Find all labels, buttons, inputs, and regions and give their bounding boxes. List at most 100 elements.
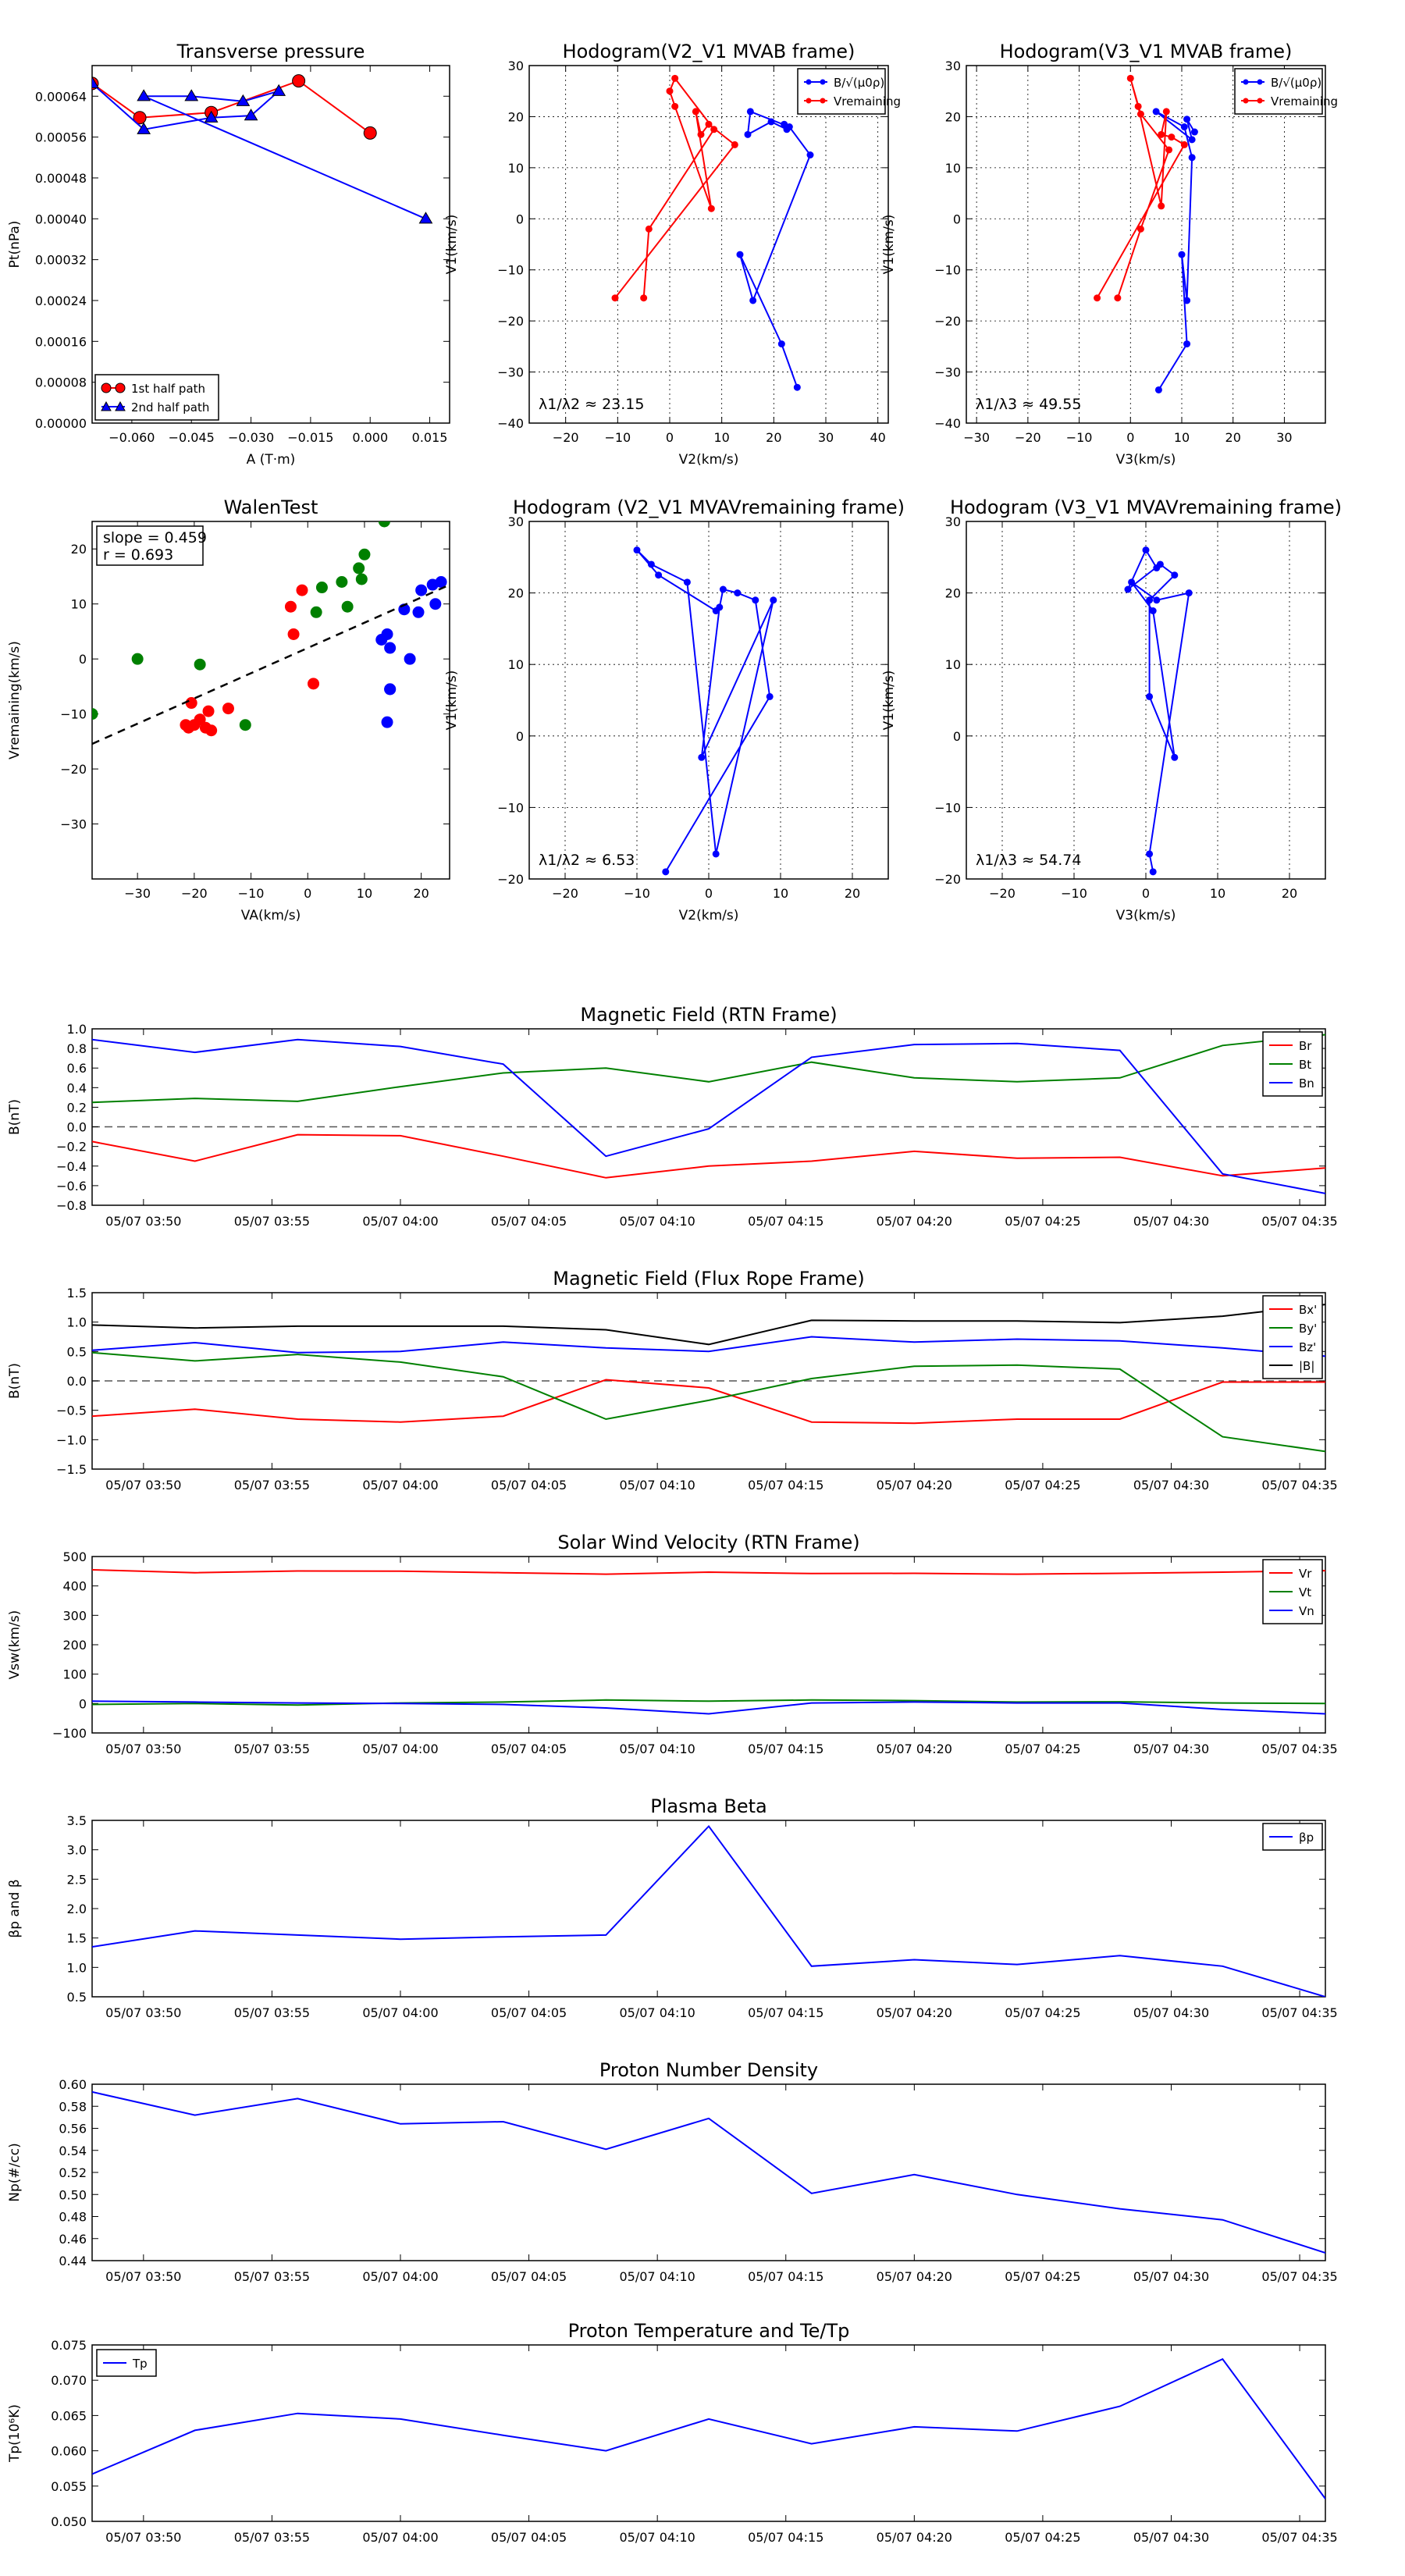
eigenvalue-ratio-text: λ1/λ3 ≈ 54.74 xyxy=(976,852,1081,869)
y-tick-label: 0.0 xyxy=(67,1374,87,1389)
x-tick-label: 05/07 03:50 xyxy=(105,2269,181,2284)
data-point xyxy=(736,251,744,258)
x-tick-label: 05/07 03:50 xyxy=(105,2005,181,2020)
y-axis-label: Vsw(km/s) xyxy=(7,1610,23,1680)
x-tick-label: 05/07 04:15 xyxy=(748,2269,823,2284)
plot-frame xyxy=(91,65,450,424)
legend-label: Vn xyxy=(1299,1604,1314,1618)
y-tick-label: 0 xyxy=(79,652,87,667)
y-tick-label: −0.5 xyxy=(56,1404,87,1418)
chart-title: Transverse pressure xyxy=(176,41,365,62)
x-tick-label: −20 xyxy=(553,430,579,445)
y-axis-label: Np(#/cc) xyxy=(7,2143,23,2201)
x-tick-label: 30 xyxy=(1276,430,1292,445)
data-point xyxy=(777,340,785,348)
y-tick-label: 300 xyxy=(62,1608,87,1623)
y-tick-label: 3.5 xyxy=(67,1813,87,1828)
y-tick-label: 30 xyxy=(508,59,524,73)
x-tick-label: 05/07 03:55 xyxy=(234,2269,310,2284)
x-tick-label: 05/07 04:25 xyxy=(1005,2005,1080,2020)
y-tick-label: 2.0 xyxy=(67,1902,87,1916)
y-axis-label: Pt(nPa) xyxy=(7,221,23,269)
x-tick-label: 05/07 04:30 xyxy=(1133,2005,1209,2020)
data-point xyxy=(767,118,775,126)
x-tick-label: −10 xyxy=(1066,430,1093,445)
x-tick-label: 05/07 04:25 xyxy=(1005,2269,1080,2284)
legend-label: Bn xyxy=(1299,1076,1314,1091)
legend-label: Bt xyxy=(1299,1058,1311,1072)
data-point xyxy=(647,560,655,568)
legend-marker xyxy=(1257,98,1263,104)
chart-tp: Proton Temperature and Te/Tp 0.050 0.055 0.… xyxy=(7,2320,1338,2545)
stats-text: r = 0.693 xyxy=(103,546,173,564)
y-tick-label: −1.0 xyxy=(56,1432,87,1447)
legend-label: Vt xyxy=(1299,1585,1311,1599)
data-point xyxy=(236,94,251,106)
y-tick-label: −10 xyxy=(934,800,961,815)
x-tick-label: 05/07 04:15 xyxy=(748,1214,823,1229)
y-tick-label: 500 xyxy=(62,1550,87,1564)
data-point xyxy=(92,708,98,720)
data-point xyxy=(353,562,365,575)
data-point xyxy=(1158,130,1165,138)
legend-marker xyxy=(101,400,112,411)
chart-title: Proton Number Density xyxy=(599,2059,818,2081)
x-tick-label: 05/07 04:15 xyxy=(748,2005,823,2020)
chart-title: Plasma Beta xyxy=(650,1795,767,1817)
y-tick-label: 2.5 xyxy=(67,1872,87,1887)
data-point xyxy=(1136,225,1144,233)
x-tick-label: 0.000 xyxy=(352,430,388,445)
series-line-Vremaining xyxy=(614,76,736,299)
eigenvalue-ratio-text: λ1/λ3 ≈ 49.55 xyxy=(976,396,1081,413)
legend: Bx' By' Bz' |B| xyxy=(1262,1295,1323,1379)
data-point xyxy=(1124,585,1132,593)
x-tick-label: 10 xyxy=(713,430,729,445)
x-tick-label: 05/07 04:15 xyxy=(748,1742,823,1756)
data-point xyxy=(287,628,300,640)
chart-bfield: Magnetic Field (RTN Frame) −0.8 −0.6 −0.4 −0… xyxy=(7,1004,1338,1229)
y-axis-label: V1(km/s) xyxy=(881,215,897,275)
y-tick-label: −10 xyxy=(60,707,87,722)
data-point xyxy=(296,584,308,596)
chart-title: Magnetic Field (RTN Frame) xyxy=(580,1004,837,1026)
y-tick-label: 20 xyxy=(71,542,87,557)
x-tick-label: 05/07 04:20 xyxy=(877,2005,952,2020)
y-tick-label: −0.8 xyxy=(56,1198,87,1213)
x-tick-label: 05/07 03:50 xyxy=(105,2530,181,2545)
data-point xyxy=(133,111,147,125)
x-tick-label: 05/07 04:00 xyxy=(362,1478,438,1493)
x-axis-label: V2(km/s) xyxy=(679,908,739,923)
x-tick-label: 05/07 03:55 xyxy=(234,1214,310,1229)
y-tick-label: 1.5 xyxy=(67,1286,87,1300)
data-point xyxy=(1180,123,1188,131)
y-tick-label: 0.070 xyxy=(51,2373,87,2388)
chart-title: Solar Wind Velocity (RTN Frame) xyxy=(557,1532,859,1553)
chart-title: WalenTest xyxy=(224,496,318,518)
legend-marker xyxy=(115,400,126,411)
x-tick-label: 05/07 04:20 xyxy=(877,1742,952,1756)
x-tick-label: 05/07 04:10 xyxy=(620,1478,695,1493)
legend-marker xyxy=(1257,79,1263,85)
data-point xyxy=(1183,297,1191,304)
y-tick-label: −100 xyxy=(52,1726,87,1741)
data-point xyxy=(712,607,720,614)
legend-label: Vremaining xyxy=(834,94,901,109)
y-tick-label: 0.00016 xyxy=(35,334,87,349)
data-point xyxy=(749,297,757,304)
legend-label: B/√(μ0ρ) xyxy=(834,76,884,90)
x-tick-label: −20 xyxy=(1015,430,1041,445)
x-tick-label: 05/07 04:25 xyxy=(1005,1742,1080,1756)
legend-label: B/√(μ0ρ) xyxy=(1271,76,1321,90)
data-point xyxy=(781,120,788,128)
y-axis-label: Vremaining(km/s) xyxy=(7,641,23,760)
data-point xyxy=(1178,251,1186,258)
x-axis-label: V2(km/s) xyxy=(679,452,739,468)
data-point xyxy=(381,716,393,728)
x-tick-label: −10 xyxy=(604,430,631,445)
y-tick-label: 20 xyxy=(945,109,961,124)
x-tick-label: 05/07 04:35 xyxy=(1261,1742,1337,1756)
chart-title: Hodogram (V2_V1 MVAVremaining frame) xyxy=(513,496,905,518)
series-group xyxy=(1094,74,1198,393)
x-tick-label: 05/07 04:05 xyxy=(491,2530,567,2545)
y-tick-label: 20 xyxy=(945,586,961,601)
